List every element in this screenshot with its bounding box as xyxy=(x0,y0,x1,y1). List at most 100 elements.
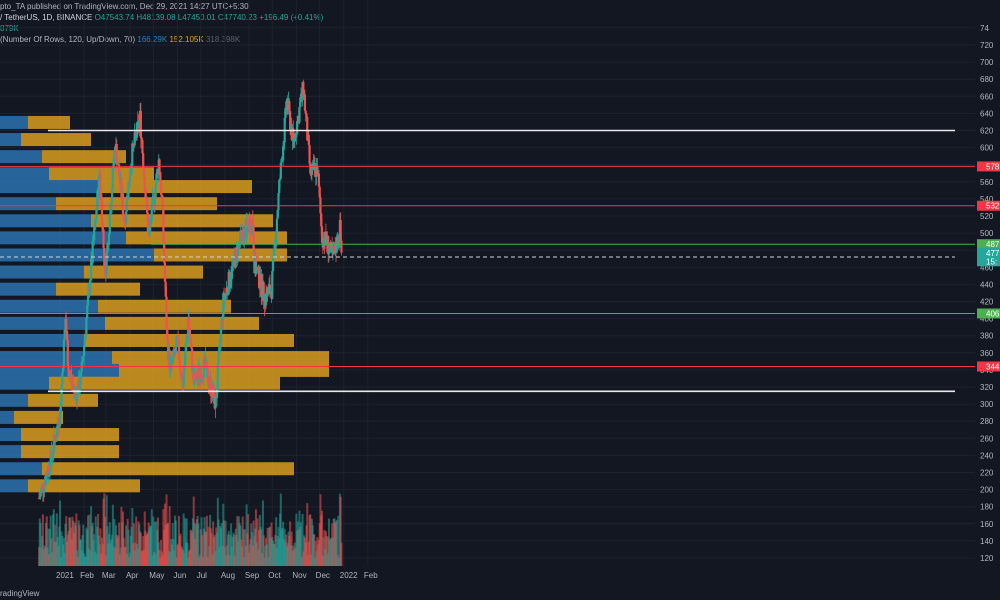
candle-body xyxy=(302,81,305,96)
candle-body xyxy=(38,496,41,499)
candle-body xyxy=(121,193,125,215)
candle-body xyxy=(106,243,109,253)
volume-bar xyxy=(152,516,155,566)
y-tick-label: 160 xyxy=(980,520,994,529)
volume-bar xyxy=(174,520,177,566)
vp-bar-down xyxy=(49,167,154,181)
price-label-bg xyxy=(977,247,1000,258)
vp-bar-down xyxy=(28,115,70,129)
candle-body xyxy=(41,484,44,492)
candle-body xyxy=(67,365,70,377)
candle-body xyxy=(276,210,279,219)
candle-body xyxy=(124,211,128,224)
candle-body xyxy=(131,143,134,166)
candle-body xyxy=(318,186,321,198)
candle-body xyxy=(241,230,244,236)
y-tick-label: 74 xyxy=(980,24,989,33)
candle-body xyxy=(340,240,343,253)
vp-total-value: 318.398K xyxy=(205,35,241,44)
vp-bar-down xyxy=(112,351,329,365)
candle-body xyxy=(281,160,284,162)
candle-body xyxy=(189,337,192,344)
volume-bar xyxy=(323,530,326,566)
y-tick-label: 540 xyxy=(980,195,994,204)
tradingview-brand[interactable]: radingView xyxy=(0,589,39,598)
candle-body xyxy=(280,160,283,163)
candle-body xyxy=(37,498,41,499)
candle-body xyxy=(207,381,210,387)
price-label-bg xyxy=(977,361,1000,372)
candle-body xyxy=(296,121,299,134)
volume-bar xyxy=(99,528,102,566)
candle-body xyxy=(110,187,114,203)
candle-body xyxy=(271,258,275,272)
volume-bar xyxy=(275,517,278,566)
volume-bar xyxy=(340,542,343,566)
price-label: 532 xyxy=(986,202,1000,211)
volume-bar xyxy=(139,532,142,566)
volume-bar xyxy=(104,516,107,566)
y-tick-label: 520 xyxy=(980,212,994,221)
candle-body xyxy=(81,361,84,363)
candle-body xyxy=(133,132,136,146)
candle-body xyxy=(173,353,177,354)
volume-bar xyxy=(339,496,342,566)
volume-bar xyxy=(86,515,89,566)
candle-body xyxy=(304,110,307,114)
vp-bar-up xyxy=(0,133,21,147)
low-value: L47450.01 xyxy=(177,13,216,22)
candle-body xyxy=(316,166,319,176)
candle-body xyxy=(149,223,152,228)
volume-bar xyxy=(335,519,338,566)
candle-body xyxy=(61,372,64,386)
volume-bar xyxy=(185,518,188,566)
candle-body xyxy=(65,332,69,340)
candle-body xyxy=(320,213,323,227)
candle-body xyxy=(101,227,104,230)
candle-body xyxy=(155,173,158,185)
candle-body xyxy=(45,474,48,476)
candle-body xyxy=(89,280,92,292)
candle-body xyxy=(100,200,104,228)
candle-body xyxy=(100,193,103,201)
candle-body xyxy=(49,450,52,472)
candle-body xyxy=(218,344,221,354)
candle-body xyxy=(238,243,241,244)
candle-body xyxy=(182,374,185,388)
y-tick-label: 440 xyxy=(980,280,994,289)
vp-bar-up xyxy=(0,265,84,279)
candle-body xyxy=(268,284,272,294)
price-label-bg xyxy=(977,256,1000,267)
candle-body xyxy=(140,137,143,141)
candle-body xyxy=(138,119,141,128)
candle-body xyxy=(128,181,131,183)
candle-body xyxy=(298,106,301,123)
volume-bar xyxy=(41,514,44,566)
x-tick-label: Nov xyxy=(292,571,306,580)
candle-body xyxy=(103,247,106,269)
candle-body xyxy=(72,384,75,387)
candle-body xyxy=(178,359,181,366)
symbol-label[interactable]: / TetherUS, 1D, BINANCE xyxy=(0,13,93,22)
candle-body xyxy=(317,173,321,187)
volume-bar xyxy=(184,518,187,566)
candle-body xyxy=(188,329,191,338)
vp-settings-label[interactable]: (Number Of Rows, 120, Up/Down, 70) xyxy=(0,35,136,44)
volume-bar xyxy=(45,516,48,566)
volume-bar xyxy=(236,516,239,566)
candle-body xyxy=(93,222,97,227)
y-tick-label: 720 xyxy=(980,41,994,50)
candle-body xyxy=(262,282,265,302)
vp-bar-down xyxy=(56,197,217,211)
volume-value: 879K xyxy=(0,24,19,33)
candle-body xyxy=(166,328,169,341)
candle-body xyxy=(65,319,68,333)
x-tick-label: Dec xyxy=(316,571,330,580)
candle-body xyxy=(129,168,132,177)
vp-bar-up xyxy=(0,333,84,347)
candle-body xyxy=(164,281,167,297)
candle-body xyxy=(247,225,250,227)
y-tick-label: 680 xyxy=(980,75,994,84)
high-value: H48139.08 xyxy=(136,13,176,22)
